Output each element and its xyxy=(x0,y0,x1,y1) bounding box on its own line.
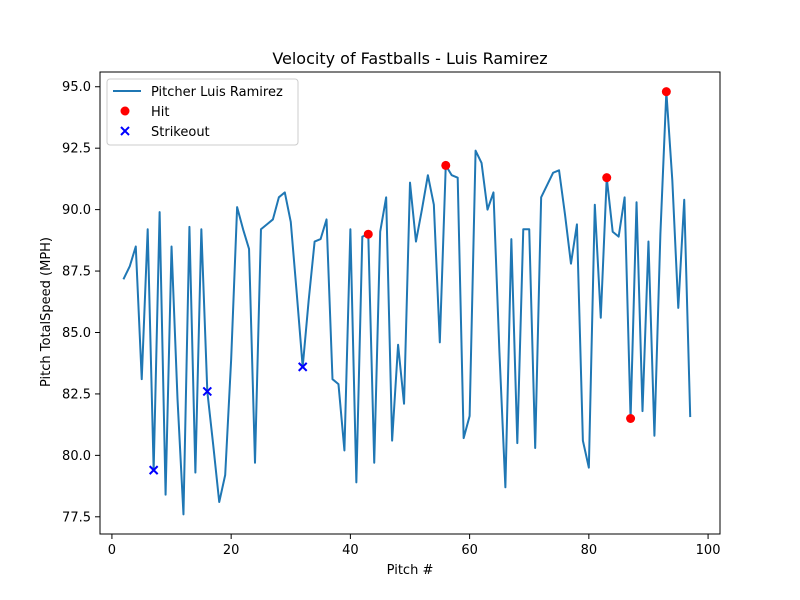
axes: 0 20 40 60 80 100 77.5 80.0 82.5 85.0 87.5 90.0 92.5… xyxy=(62,71,721,558)
series-line-pitcher xyxy=(122,90,692,516)
y-tick-label: 92.5 xyxy=(62,142,91,157)
legend-box xyxy=(106,78,299,146)
chart-title: Velocity of Fastballs - Luis Ramirez xyxy=(272,49,547,68)
legend: Pitcher Luis Ramirez Hit Strikeout xyxy=(106,78,299,146)
strikeout-point xyxy=(297,362,308,372)
hit-point xyxy=(441,160,451,170)
legend-label: Hit xyxy=(151,105,169,120)
x-tick-label: 20 xyxy=(223,543,240,558)
axes-frame xyxy=(99,71,721,535)
strikeout-stroke xyxy=(202,386,213,397)
y-tick-label: 80.0 xyxy=(62,449,91,464)
strikeout-point xyxy=(202,386,213,397)
x-axis-label: Pitch # xyxy=(387,563,434,578)
y-tick-label: 95.0 xyxy=(62,80,91,95)
strikeout-point xyxy=(148,465,159,475)
y-tick-label: 85.0 xyxy=(62,326,91,341)
y-tick-label: 90.0 xyxy=(62,203,91,218)
x-tick-label: 0 xyxy=(108,543,116,558)
hit-point xyxy=(602,173,612,183)
x-tick-label: 40 xyxy=(342,543,359,558)
y-axis-label: Pitch TotalSpeed (MPH) xyxy=(39,237,54,387)
legend-label: Strikeout xyxy=(151,125,210,140)
hit-point xyxy=(363,229,373,239)
y-tick-label: 87.5 xyxy=(62,265,91,280)
strikeout-stroke xyxy=(297,362,308,372)
hit-point xyxy=(661,87,671,97)
plot-area xyxy=(122,87,692,516)
legend-strikeout-swatch xyxy=(120,126,130,136)
x-tick-label: 60 xyxy=(461,543,478,558)
y-tick-label: 77.5 xyxy=(62,510,91,525)
legend-hit-swatch xyxy=(120,106,130,116)
strikeout-stroke xyxy=(148,465,159,475)
legend-label: Pitcher Luis Ramirez xyxy=(151,85,283,100)
x-tick-label: 100 xyxy=(696,543,721,558)
hit-point xyxy=(626,414,636,423)
y-tick-label: 82.5 xyxy=(62,387,91,402)
x-tick-label: 80 xyxy=(581,543,598,558)
